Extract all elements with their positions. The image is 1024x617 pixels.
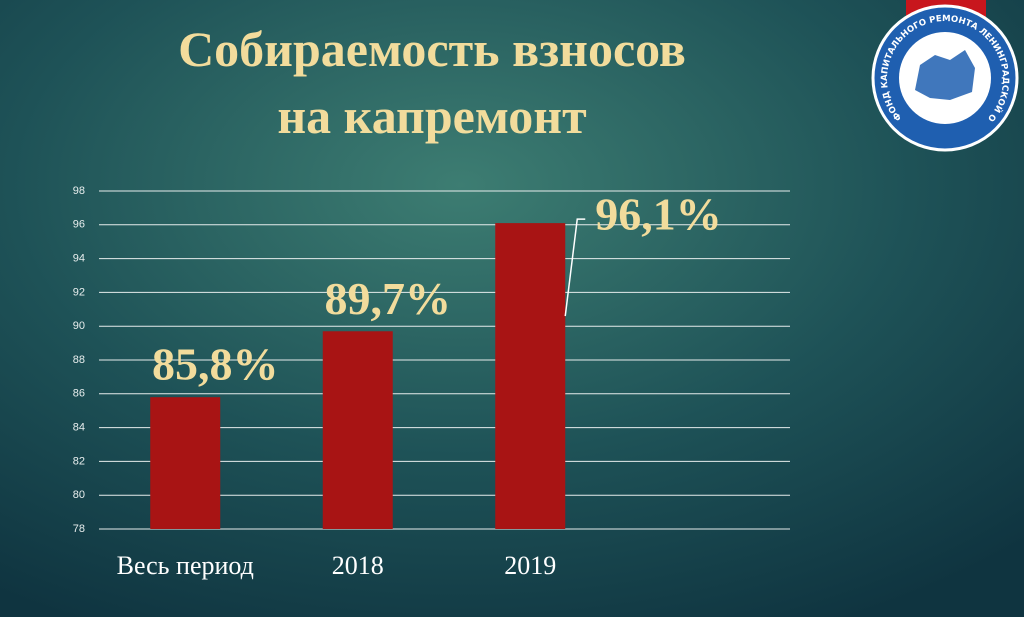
value-label: 96,1%: [595, 189, 722, 240]
logo-map: [915, 50, 975, 100]
y-tick-label: 82: [73, 455, 85, 467]
bar: [150, 397, 221, 529]
y-tick-label: 90: [73, 320, 85, 332]
y-tick-label: 94: [73, 253, 85, 265]
y-tick-label: 98: [73, 185, 85, 197]
chart-title: Собираемость взносов: [178, 21, 686, 77]
x-tick-label: Весь период: [117, 551, 254, 580]
y-tick-label: 88: [73, 354, 85, 366]
y-tick-label: 86: [73, 388, 85, 400]
value-label: 85,8%: [152, 339, 279, 390]
value-label: 89,7%: [325, 273, 452, 324]
y-tick-label: 96: [73, 219, 85, 231]
y-tick-label: 80: [73, 489, 85, 501]
chart-title: на капремонт: [277, 88, 586, 144]
x-tick-label: 2019: [504, 551, 556, 580]
y-tick-label: 84: [73, 422, 85, 434]
bar: [322, 331, 393, 529]
x-tick-label: 2018: [332, 551, 384, 580]
y-tick-label: 92: [73, 286, 85, 298]
y-tick-label: 78: [73, 523, 85, 535]
bar: [495, 223, 566, 530]
leader-line: [564, 218, 586, 317]
